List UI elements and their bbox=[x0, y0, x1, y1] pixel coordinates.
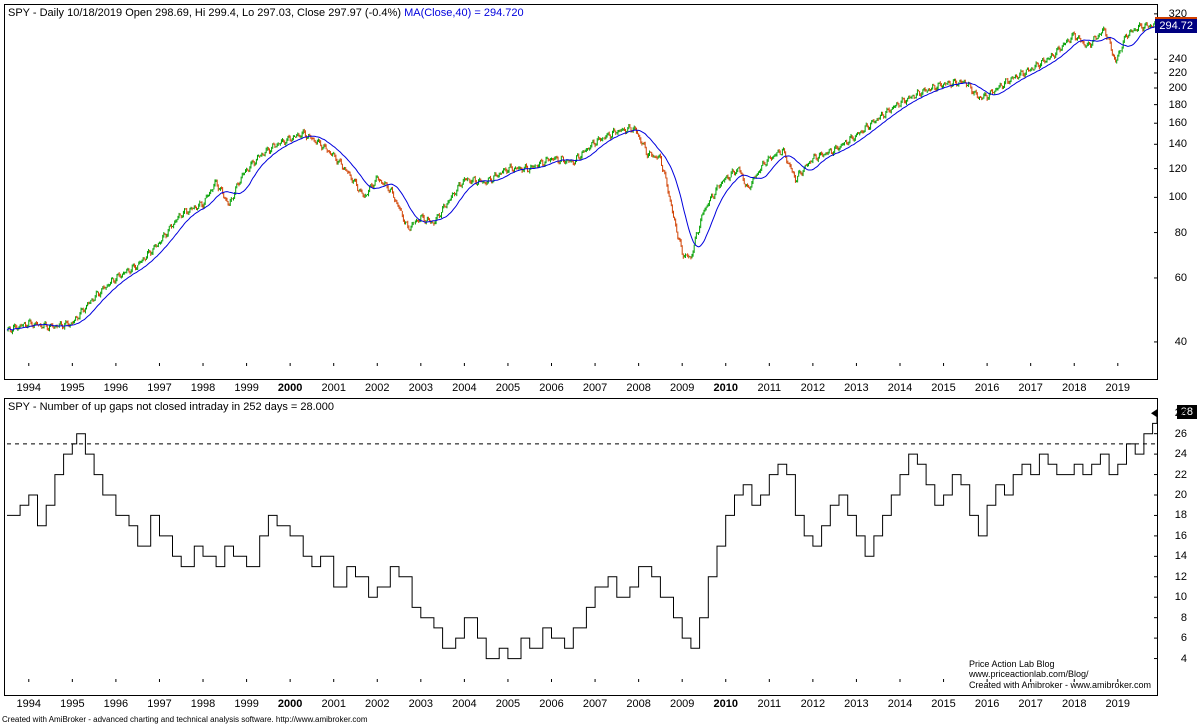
y-tick-label: 220 bbox=[1169, 67, 1187, 79]
x-tick-label: 2000 bbox=[278, 698, 302, 710]
x-tick-label: 2001 bbox=[321, 382, 345, 394]
price-chart-svg bbox=[5, 5, 1159, 381]
y-tick-label: 180 bbox=[1169, 99, 1187, 111]
x-tick-label: 1997 bbox=[147, 382, 171, 394]
top-chart-title: SPY - Daily 10/18/2019 Open 298.69, Hi 2… bbox=[8, 7, 524, 19]
y-tick-label: 18 bbox=[1175, 509, 1187, 521]
x-tick-label: 2010 bbox=[714, 698, 738, 710]
y-tick-label: 120 bbox=[1169, 163, 1187, 175]
y-tick-label: 80 bbox=[1175, 227, 1187, 239]
attribution-line1: Price Action Lab Blog bbox=[969, 659, 1151, 670]
x-tick-label: 2009 bbox=[670, 382, 694, 394]
y-tick-label: 24 bbox=[1175, 448, 1187, 460]
x-tick-label: 2010 bbox=[714, 382, 738, 394]
y-tick-label: 320 bbox=[1169, 8, 1187, 20]
attribution-block: Price Action Lab Blog www.priceactionlab… bbox=[969, 659, 1151, 691]
x-tick-label: 2014 bbox=[888, 698, 912, 710]
bottom-chart-title: SPY - Number of up gaps not closed intra… bbox=[8, 401, 334, 413]
y-tick-label: 240 bbox=[1169, 53, 1187, 65]
y-tick-label: 16 bbox=[1175, 530, 1187, 542]
x-tick-label: 2016 bbox=[975, 698, 999, 710]
x-tick-label: 2006 bbox=[539, 698, 563, 710]
x-tick-label: 2005 bbox=[496, 382, 520, 394]
x-tick-label: 1997 bbox=[147, 698, 171, 710]
x-tick-label: 2009 bbox=[670, 698, 694, 710]
x-tick-label: 2018 bbox=[1062, 698, 1086, 710]
x-tick-label: 2019 bbox=[1106, 382, 1130, 394]
y-tick-label: 40 bbox=[1175, 336, 1187, 348]
y-tick-label: 6 bbox=[1181, 632, 1187, 644]
x-tick-label: 1994 bbox=[17, 698, 41, 710]
x-tick-label: 1998 bbox=[191, 382, 215, 394]
x-tick-label: 2008 bbox=[626, 698, 650, 710]
x-tick-label: 2011 bbox=[757, 698, 781, 710]
y-tick-label: 140 bbox=[1169, 138, 1187, 150]
x-tick-label: 2012 bbox=[801, 382, 825, 394]
x-tick-label: 2019 bbox=[1106, 698, 1130, 710]
x-tick-label: 2015 bbox=[931, 698, 955, 710]
y-tick-label: 60 bbox=[1175, 272, 1187, 284]
x-tick-label: 2017 bbox=[1018, 382, 1042, 394]
title-ma-value: = 294.720 bbox=[471, 7, 523, 19]
x-tick-label: 2015 bbox=[931, 382, 955, 394]
x-tick-label: 1996 bbox=[104, 698, 128, 710]
title-ma-label: MA(Close,40) bbox=[404, 7, 471, 19]
ma-badge: 294.72 bbox=[1155, 19, 1197, 33]
x-tick-label: 2014 bbox=[888, 382, 912, 394]
y-tick-label: 10 bbox=[1175, 591, 1187, 603]
x-tick-label: 1998 bbox=[191, 698, 215, 710]
y-tick-label: 160 bbox=[1169, 117, 1187, 129]
x-tick-label: 2004 bbox=[452, 698, 476, 710]
title-prefix: SPY - Daily 10/18/2019 Open 298.69, Hi 2… bbox=[8, 7, 404, 19]
x-tick-label: 2017 bbox=[1018, 698, 1042, 710]
x-tick-label: 2001 bbox=[321, 698, 345, 710]
y-tick-label: 8 bbox=[1181, 612, 1187, 624]
y-tick-label: 100 bbox=[1169, 191, 1187, 203]
x-tick-label: 2002 bbox=[365, 382, 389, 394]
y-tick-label: 26 bbox=[1175, 428, 1187, 440]
x-tick-label: 1995 bbox=[60, 698, 84, 710]
x-tick-label: 2016 bbox=[975, 382, 999, 394]
y-tick-label: 28 bbox=[1175, 407, 1187, 419]
x-tick-label: 1994 bbox=[17, 382, 41, 394]
x-tick-label: 2005 bbox=[496, 698, 520, 710]
x-tick-label: 2003 bbox=[409, 382, 433, 394]
y-tick-label: 14 bbox=[1175, 550, 1187, 562]
x-tick-label: 2004 bbox=[452, 382, 476, 394]
y-tick-label: 4 bbox=[1181, 653, 1187, 665]
attribution-line3: Created with Amibroker - www.amibroker.c… bbox=[969, 680, 1151, 691]
x-tick-label: 2008 bbox=[626, 382, 650, 394]
x-tick-label: 2000 bbox=[278, 382, 302, 394]
x-tick-label: 2003 bbox=[409, 698, 433, 710]
x-tick-label: 1999 bbox=[234, 382, 258, 394]
indicator-chart-svg bbox=[5, 399, 1159, 697]
price-chart: SPY - Daily 10/18/2019 Open 298.69, Hi 2… bbox=[4, 4, 1158, 380]
x-tick-label: 2013 bbox=[844, 698, 868, 710]
y-tick-label: 22 bbox=[1175, 469, 1187, 481]
x-tick-label: 2002 bbox=[365, 698, 389, 710]
y-tick-label: 12 bbox=[1175, 571, 1187, 583]
indicator-chart: SPY - Number of up gaps not closed intra… bbox=[4, 398, 1158, 696]
x-tick-label: 2013 bbox=[844, 382, 868, 394]
x-tick-label: 2011 bbox=[757, 382, 781, 394]
x-tick-label: 2012 bbox=[801, 698, 825, 710]
x-tick-label: 1995 bbox=[60, 382, 84, 394]
x-tick-label: 1999 bbox=[234, 698, 258, 710]
x-tick-label: 2018 bbox=[1062, 382, 1086, 394]
footer-credit: Created with AmiBroker - advanced charti… bbox=[2, 715, 368, 724]
x-tick-label: 2006 bbox=[539, 382, 563, 394]
x-tick-label: 1996 bbox=[104, 382, 128, 394]
y-tick-label: 200 bbox=[1169, 82, 1187, 94]
attribution-line2: www.priceactionlab.com/Blog/ bbox=[969, 669, 1151, 680]
x-tick-label: 2007 bbox=[583, 698, 607, 710]
x-tick-label: 2007 bbox=[583, 382, 607, 394]
y-tick-label: 20 bbox=[1175, 489, 1187, 501]
